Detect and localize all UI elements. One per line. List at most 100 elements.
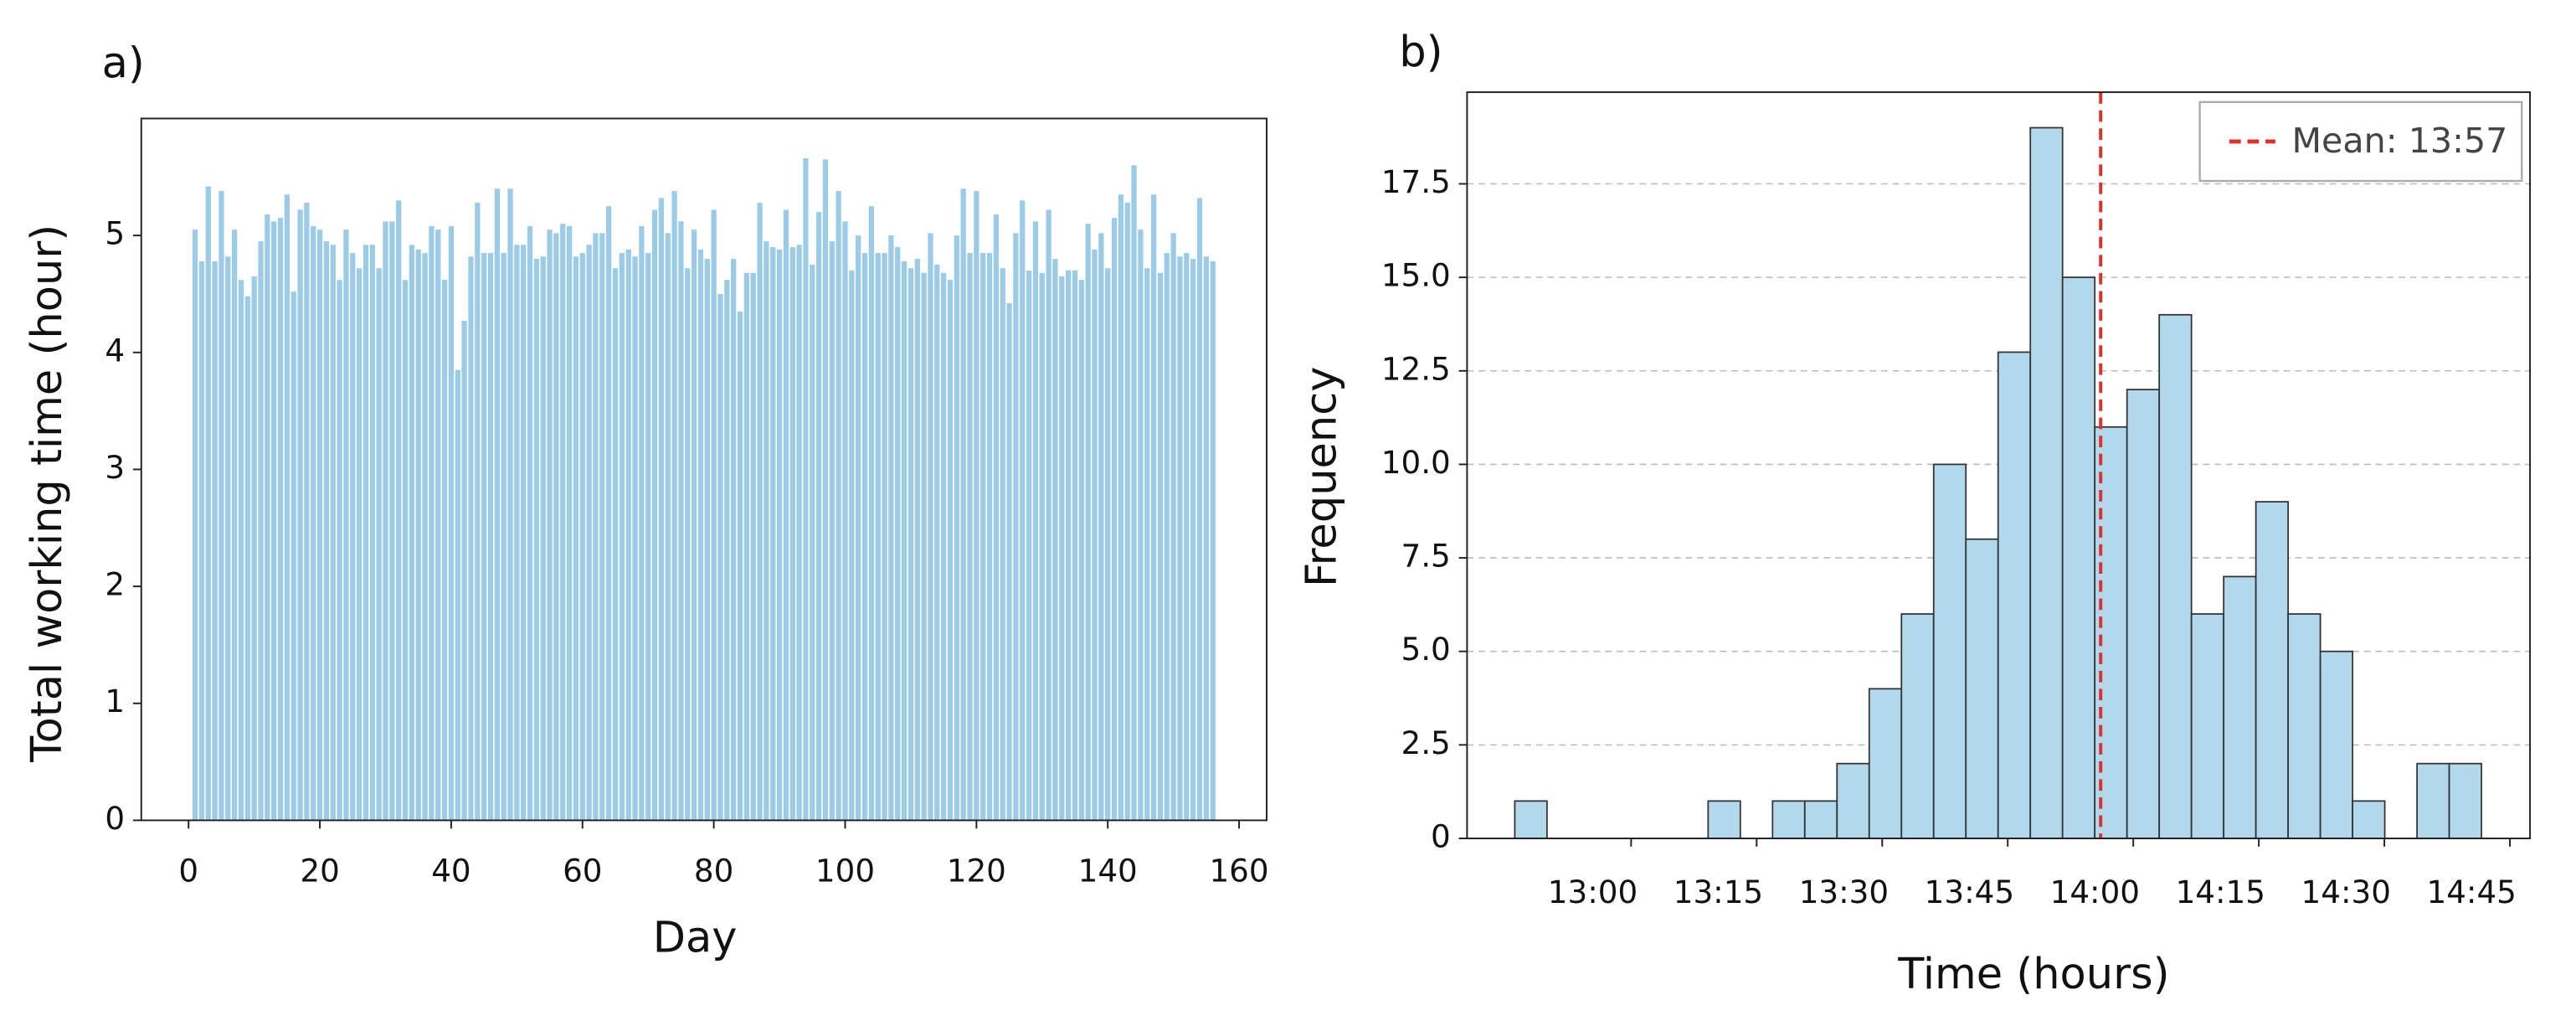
bar xyxy=(940,272,947,821)
histogram-bar xyxy=(1803,800,1838,839)
bar xyxy=(501,253,506,821)
histogram-bar xyxy=(2319,650,2353,839)
bar xyxy=(566,225,573,821)
bar xyxy=(599,233,605,821)
bar xyxy=(856,235,861,821)
bar xyxy=(829,241,835,821)
x-axis-label: Time (hours) xyxy=(1897,950,2169,999)
bar xyxy=(350,253,356,821)
bar xyxy=(1131,165,1137,821)
bar xyxy=(737,311,743,821)
legend-label: Mean: 13:57 xyxy=(2292,121,2508,161)
bar xyxy=(1177,256,1183,821)
bar xyxy=(888,235,894,821)
x-tick-label: 13:30 xyxy=(1799,874,1889,910)
bar xyxy=(1052,259,1058,821)
bar xyxy=(316,229,323,821)
bar xyxy=(1118,194,1124,821)
x-tick-label: 0 xyxy=(178,853,198,890)
histogram-bar xyxy=(2029,126,2064,839)
bar xyxy=(198,260,205,821)
bar xyxy=(928,233,933,821)
bar xyxy=(921,272,927,821)
bar xyxy=(954,235,959,821)
bar xyxy=(1000,268,1005,821)
histogram-bar xyxy=(1965,538,1999,839)
bar xyxy=(1105,268,1111,821)
bar xyxy=(1196,198,1203,821)
bar xyxy=(337,280,342,821)
bar xyxy=(671,191,677,821)
bar xyxy=(521,245,527,821)
bar xyxy=(343,229,349,821)
bar xyxy=(1210,260,1216,821)
bar xyxy=(527,225,533,821)
histogram-bar xyxy=(2223,575,2257,839)
panel-title: b) xyxy=(1399,28,1442,77)
bar xyxy=(993,214,1000,821)
y-tick-label: 10.0 xyxy=(1381,444,1451,481)
bar xyxy=(743,272,749,821)
bar xyxy=(205,186,211,821)
bar xyxy=(947,280,954,821)
bar xyxy=(244,296,250,821)
y-tick-label: 0 xyxy=(105,800,125,837)
y-tick-label: 1 xyxy=(105,683,125,719)
bar xyxy=(764,241,769,821)
bar xyxy=(389,221,395,821)
bar xyxy=(731,259,737,821)
x-tick-label: 14:15 xyxy=(2176,874,2265,910)
bar xyxy=(875,253,881,821)
bar xyxy=(770,247,776,821)
bar xyxy=(1006,303,1012,821)
bar xyxy=(573,256,579,821)
histogram-bar xyxy=(1707,800,1741,839)
bar xyxy=(815,212,822,821)
y-axis-label: Total working time (hour) xyxy=(23,224,72,763)
bar xyxy=(717,293,723,821)
bar xyxy=(271,221,277,821)
bar xyxy=(435,229,441,821)
bar xyxy=(868,206,875,821)
y-tick-label: 3 xyxy=(105,449,125,486)
histogram-bar xyxy=(1868,688,1903,839)
bar xyxy=(376,268,382,821)
bar xyxy=(639,225,645,821)
bar xyxy=(619,253,625,821)
y-tick-label: 0 xyxy=(1431,817,1451,854)
bar xyxy=(1203,256,1209,821)
bar xyxy=(1066,271,1072,821)
bar xyxy=(1150,194,1157,821)
bar xyxy=(593,233,599,821)
bar xyxy=(1078,280,1084,821)
y-tick-label: 2 xyxy=(105,566,125,603)
bar xyxy=(422,253,428,821)
x-tick-label: 14:30 xyxy=(2301,874,2391,910)
bar xyxy=(908,268,914,821)
bar xyxy=(810,265,815,821)
bar xyxy=(251,276,257,821)
bar xyxy=(284,194,291,821)
y-tick-label: 5.0 xyxy=(1401,631,1451,668)
bar xyxy=(560,224,566,821)
bar xyxy=(225,256,231,821)
bar xyxy=(547,229,553,821)
histogram-bar xyxy=(2190,613,2225,839)
y-tick-label: 12.5 xyxy=(1381,350,1451,387)
bar xyxy=(822,159,829,821)
bar xyxy=(612,268,619,821)
histogram-bar xyxy=(2352,800,2386,839)
bar xyxy=(429,225,434,821)
x-axis-label: Day xyxy=(653,914,738,963)
histogram-bar xyxy=(2287,613,2321,839)
bar xyxy=(481,253,487,821)
y-tick-label: 7.5 xyxy=(1401,538,1451,575)
bar xyxy=(776,249,783,821)
bar xyxy=(553,233,559,821)
bar xyxy=(311,225,316,821)
bar xyxy=(665,233,671,821)
bar xyxy=(277,218,284,821)
histogram-bar xyxy=(1514,800,1548,839)
bar xyxy=(323,241,330,821)
bar xyxy=(297,209,303,821)
